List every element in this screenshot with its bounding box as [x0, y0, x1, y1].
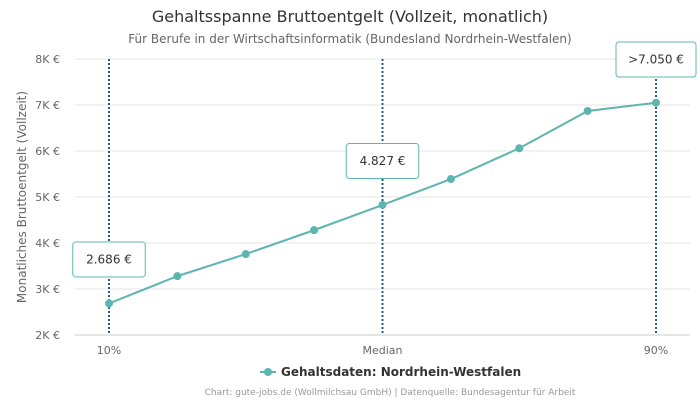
series-point [378, 200, 387, 209]
axis-ticks: 2K € 3K € 4K € 5K € 6K € 7K € 8K € 10% Median 90% [35, 53, 668, 357]
series-point [105, 299, 113, 308]
series-point [652, 98, 660, 107]
chart-subtitle: Für Berufe in der Wirtschaftsinformatik … [128, 32, 571, 46]
y-tick-label: 2K € [35, 329, 60, 342]
series-point [515, 144, 524, 153]
y-tick-label: 3K € [35, 283, 60, 296]
legend-series-label: Gehaltsdaten: Nordrhein-Westfalen [281, 365, 521, 379]
series-point [310, 226, 319, 235]
series-point [241, 250, 250, 259]
chart-credits: Chart: gute-jobs.de (Wollmilchsau GmbH) … [205, 388, 576, 398]
value-annotation-box [615, 41, 697, 78]
value-annotation-label: 2.686 € [86, 252, 132, 266]
value-annotation-label: 4.827 € [360, 154, 406, 168]
y-tick-label: 4K € [35, 237, 60, 250]
y-tick-label: 5K € [35, 191, 60, 204]
series-point [583, 106, 592, 115]
legend[interactable]: Gehaltsdaten: Nordrhein-Westfalen [260, 365, 521, 379]
value-annotation-box [72, 241, 146, 278]
series-layer [105, 98, 660, 308]
y-tick-label: 6K € [35, 145, 60, 158]
x-tick-label: Median [362, 344, 402, 357]
x-tick-label: 10% [97, 344, 121, 357]
legend-series-dot-icon [264, 368, 272, 376]
y-axis-label: Monatliches Bruttoentgelt (Vollzeit) [15, 91, 29, 303]
y-tick-label: 8K € [35, 53, 60, 66]
value-annotation-label: >7.050 € [628, 53, 684, 67]
value-annotations: 2.686 € 4.827 € >7.050 € [72, 41, 697, 278]
y-tick-label: 7K € [35, 99, 60, 112]
value-annotation-box [345, 142, 420, 179]
chart-title: Gehaltsspanne Bruttoentgelt (Vollzeit, m… [152, 7, 548, 26]
series-point [446, 175, 455, 184]
x-tick-label: 90% [644, 344, 668, 357]
series-point [173, 272, 182, 281]
